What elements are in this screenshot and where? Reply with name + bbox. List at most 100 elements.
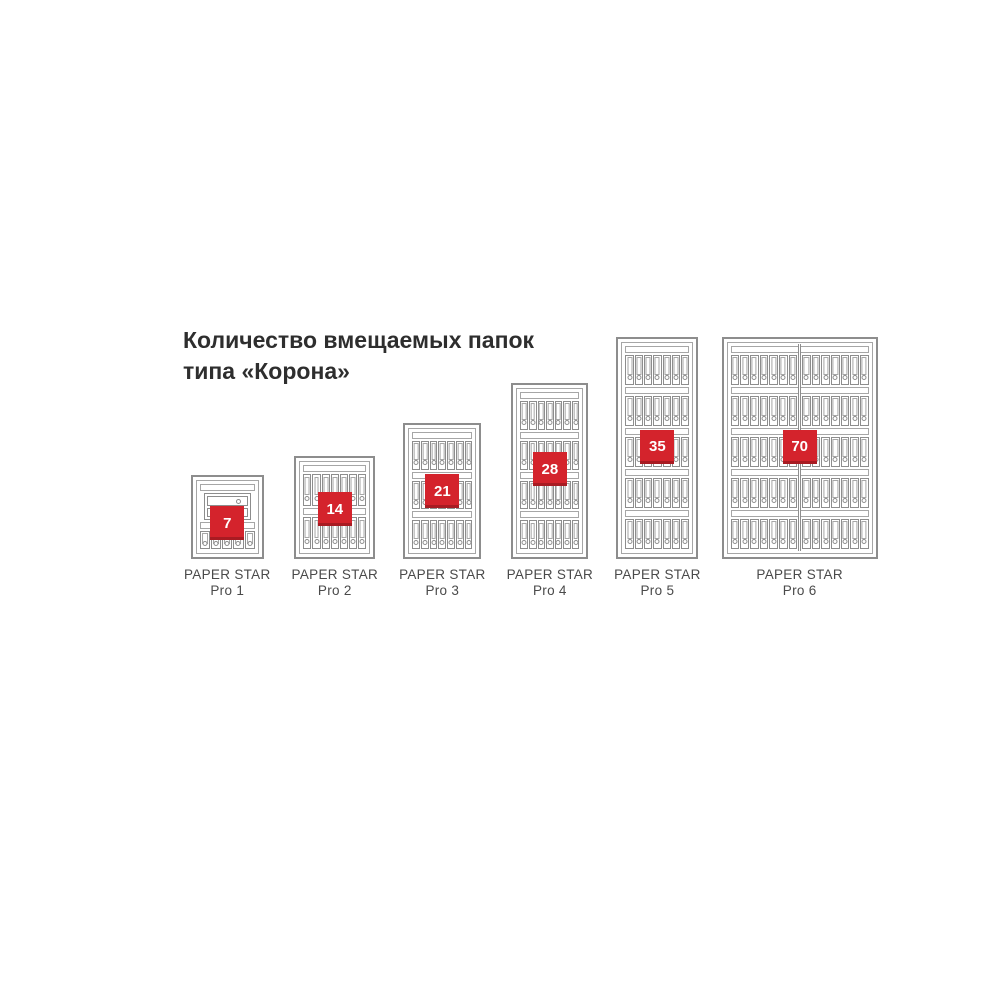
binder-row [730, 519, 870, 549]
binder-icon [759, 355, 769, 385]
binder-icon [802, 519, 811, 549]
binder-icon [769, 355, 778, 385]
model-variant: Pro 4 [532, 583, 567, 598]
model-variant: Pro 5 [640, 583, 675, 598]
binder-icon [831, 396, 840, 426]
capacity-badge: 7 [210, 506, 245, 540]
binder-row [411, 441, 473, 470]
binder-icon [625, 396, 634, 426]
binder-icon [811, 478, 821, 508]
binder-icon [643, 396, 653, 426]
binder-icon [429, 441, 438, 470]
model-label: PAPER STAR Pro 4 [507, 567, 594, 599]
binder-icon [412, 441, 421, 470]
binder-icon [850, 478, 859, 508]
binder-icon [859, 478, 869, 508]
binder-icon [520, 480, 528, 510]
binder-icon [438, 520, 447, 550]
shelf-line [625, 510, 690, 517]
model-variant: Pro 3 [425, 583, 460, 598]
page-title-line2: типа «Корона» [183, 358, 350, 384]
binder-icon [421, 520, 429, 550]
binder-icon [859, 519, 869, 549]
binder-icon [634, 519, 643, 549]
binder-icon [358, 474, 367, 506]
binder-icon [625, 519, 634, 549]
binder-icon [455, 520, 464, 550]
binder-icon [802, 478, 811, 508]
model-label: PAPER STAR Pro 3 [399, 567, 486, 599]
safe-door-frame [621, 342, 694, 554]
capacity-badge: 35 [640, 429, 675, 464]
binder-icon [244, 531, 255, 549]
safe-body: 14 [294, 456, 376, 559]
binder-row [411, 520, 473, 550]
binder-icon [840, 519, 850, 549]
capacity-badge: 70 [782, 429, 817, 464]
binder-icon [778, 355, 788, 385]
binder-icon [464, 480, 473, 510]
binder-icon [662, 396, 671, 426]
binder-icon [811, 355, 821, 385]
shelf-line [520, 392, 580, 399]
binder-icon [312, 474, 321, 506]
model-name: PAPER STAR [756, 567, 843, 582]
binder-icon [840, 355, 850, 385]
binder-icon [528, 520, 537, 549]
binder-icon [840, 478, 850, 508]
binder-icon [634, 478, 643, 508]
binder-icon [643, 519, 653, 549]
binder-icon [563, 520, 571, 549]
binder-icon [850, 519, 859, 549]
shelf-line [625, 387, 690, 394]
binder-icon [349, 517, 358, 549]
binder-icon [455, 441, 464, 470]
model-name: PAPER STAR [399, 567, 486, 582]
model-name: PAPER STAR [506, 567, 594, 582]
safe-figure-pro-2: 14 PAPER STAR Pro 2 [292, 456, 379, 599]
shelf-line [412, 432, 473, 439]
shelf-line [199, 484, 255, 491]
binder-icon [671, 396, 681, 426]
binder-icon [811, 396, 821, 426]
binder-icon [730, 396, 740, 426]
binder-icon [831, 478, 840, 508]
binder-icon [312, 517, 321, 549]
binder-icon [537, 520, 546, 549]
binder-icon [850, 437, 859, 467]
binder-icon [788, 355, 798, 385]
safe-figure-pro-3: 21 PAPER STAR Pro 3 [399, 423, 486, 599]
safe-body: 28 [511, 383, 589, 559]
binder-icon [681, 519, 690, 549]
binder-icon [653, 519, 662, 549]
binder-icon [464, 520, 473, 550]
binder-icon [653, 396, 662, 426]
binder-icon [643, 478, 653, 508]
binder-icon [749, 519, 759, 549]
binder-row [302, 517, 367, 549]
binder-icon [840, 396, 850, 426]
binder-row [730, 396, 870, 426]
binder-row [519, 401, 580, 430]
binder-row [519, 520, 580, 549]
binder-icon [811, 519, 821, 549]
binder-icon [749, 355, 759, 385]
shelf-line [412, 511, 473, 519]
binder-icon [421, 441, 429, 470]
binder-icon [571, 401, 580, 430]
binder-icon [788, 519, 798, 549]
binder-icon [546, 401, 554, 430]
binder-icon [653, 478, 662, 508]
binder-icon [671, 519, 681, 549]
binder-icon [563, 480, 571, 510]
model-name: PAPER STAR [614, 567, 701, 582]
binder-icon [634, 396, 643, 426]
binder-row [624, 478, 690, 508]
binder-icon [821, 478, 831, 508]
binder-icon [859, 437, 869, 467]
binder-icon [730, 437, 740, 467]
binder-icon [740, 478, 749, 508]
binder-icon [850, 396, 859, 426]
model-label: PAPER STAR Pro 5 [614, 567, 701, 599]
binder-icon [859, 355, 869, 385]
